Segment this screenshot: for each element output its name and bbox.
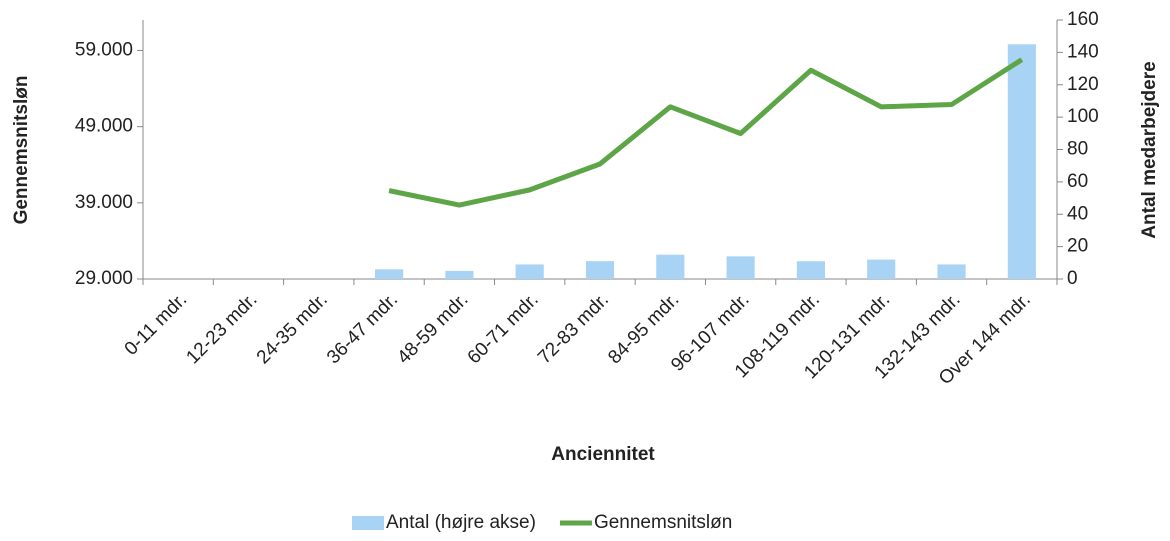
legend-swatch — [352, 516, 384, 530]
x-axis-label: Anciennitet — [551, 444, 655, 465]
x-tick-label: 24-35 mdr. — [253, 289, 332, 368]
x-tick-label: 60-71 mdr. — [464, 289, 543, 368]
y2-tick-label: 60 — [1067, 171, 1088, 192]
bar — [656, 254, 685, 279]
y2-tick-label: 40 — [1067, 203, 1088, 224]
x-tick-label: 0-11 mdr. — [121, 289, 192, 360]
legend-label: Gennemsnitsløn — [594, 512, 732, 533]
bar — [515, 264, 544, 279]
y2-tick-label: 20 — [1067, 236, 1088, 257]
y-axis-label: Gennemsnitsløn — [11, 76, 32, 225]
y2-tick-label: 160 — [1067, 9, 1099, 30]
bar — [445, 270, 474, 279]
y2-tick-label: 140 — [1067, 41, 1099, 62]
bar — [867, 259, 896, 279]
y2-tick-label: 120 — [1067, 74, 1099, 95]
x-tick-label: 48-59 mdr. — [393, 289, 472, 368]
y2-axis-label: Antal medarbejdere — [1139, 61, 1160, 238]
bar — [937, 264, 966, 279]
bar — [375, 269, 404, 279]
y-tick-label: 59.000 — [75, 39, 133, 60]
y2-tick-label: 0 — [1067, 268, 1078, 289]
bar — [585, 261, 615, 279]
bar — [726, 256, 755, 279]
legend-label: Antal (højre akse) — [386, 512, 536, 533]
y2-tick-label: 100 — [1067, 106, 1099, 127]
x-tick-label: 72-83 mdr. — [534, 289, 613, 368]
bar — [1007, 44, 1036, 279]
y2-tick-label: 80 — [1067, 139, 1088, 160]
y-tick-label: 39.000 — [75, 192, 133, 213]
y-tick-label: 29.000 — [75, 268, 133, 289]
x-tick-label: 36-47 mdr. — [323, 289, 402, 368]
x-tick-label: 12-23 mdr. — [182, 289, 261, 368]
line — [388, 57, 1024, 208]
y-tick-label: 49.000 — [75, 116, 133, 137]
bar — [796, 261, 825, 279]
